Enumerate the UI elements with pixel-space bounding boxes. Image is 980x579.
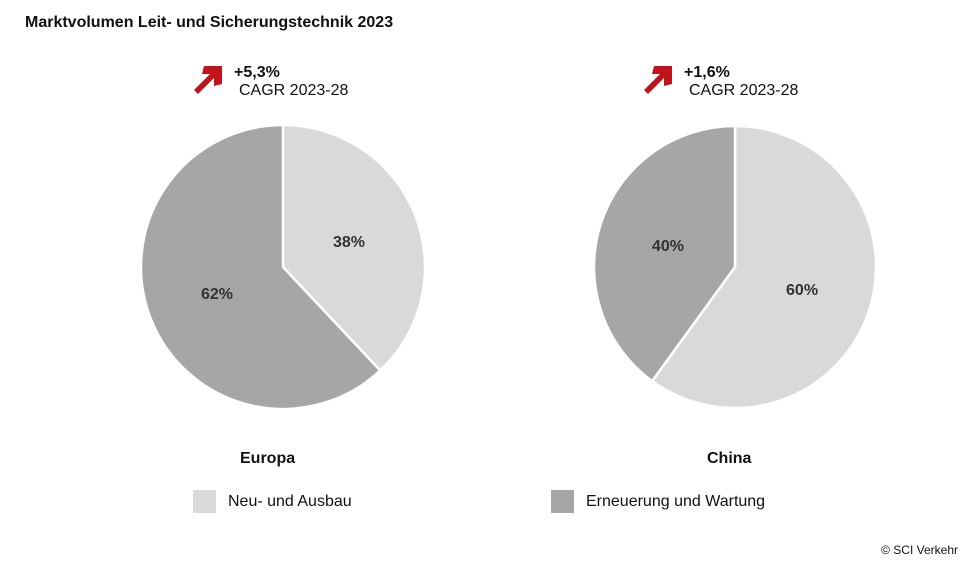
legend-label-new: Neu- und Ausbau (228, 493, 352, 510)
pie-slice-china-0 (650, 124, 878, 410)
legend-swatch-light (193, 490, 216, 513)
cagr-europa: +5,3% CAGR 2023-28 (234, 64, 349, 99)
legend-swatch-dark (551, 490, 574, 513)
chart-title: Marktvolumen Leit- und Sicherungstechnik… (25, 14, 394, 31)
pie-label-china-1: 40% (652, 238, 684, 255)
pie-slice-europa-1 (139, 123, 382, 411)
arrow-up-right-icon (644, 66, 672, 94)
cagr-china: +1,6% CAGR 2023-28 (684, 64, 799, 99)
pie-label-europa-1: 62% (201, 286, 233, 303)
pie-label-europa-0: 38% (333, 234, 365, 251)
copyright: © SCI Verkehr (881, 543, 958, 557)
pie-label-china-0: 60% (786, 282, 818, 299)
arrow-up-right-icon (194, 66, 222, 94)
region-label-europa: Europa (240, 450, 296, 467)
pie-slice-china-1 (592, 124, 737, 383)
region-label-china: China (707, 450, 752, 467)
legend-label-maintenance: Erneuerung und Wartung (586, 493, 766, 510)
pie-slice-europa-0 (281, 123, 427, 373)
